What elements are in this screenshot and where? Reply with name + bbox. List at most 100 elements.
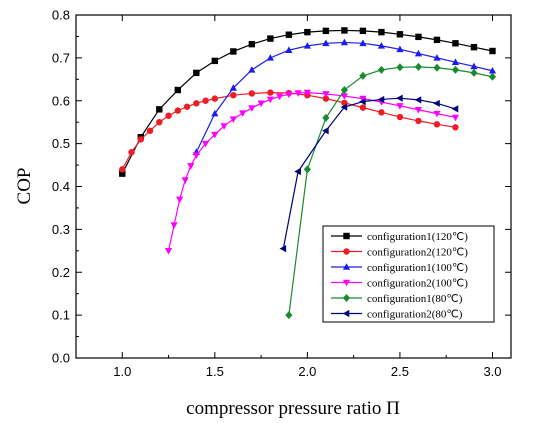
legend-marker (342, 263, 351, 270)
data-point (452, 40, 459, 47)
data-point (377, 65, 386, 74)
x-tick-label: 1.5 (206, 364, 224, 379)
data-point (137, 136, 144, 143)
data-point (248, 105, 256, 112)
data-point (192, 152, 200, 160)
data-point (414, 62, 423, 71)
data-point (279, 245, 287, 253)
legend-label: configuration1(80℃) (367, 293, 463, 305)
legend-items: configuration1(120℃) configuration2(120℃)… (331, 231, 468, 321)
legend-label: configuration2(120℃) (367, 247, 468, 259)
data-point (230, 48, 237, 55)
data-point (266, 54, 274, 61)
data-point (415, 33, 422, 41)
data-point (322, 39, 330, 47)
data-point (170, 222, 178, 229)
data-point (433, 99, 440, 107)
data-point (119, 166, 126, 173)
data-point (303, 165, 311, 174)
data-point (285, 31, 293, 38)
data-point (248, 90, 256, 97)
legend: configuration1(120℃) configuration2(120℃)… (322, 225, 495, 323)
data-point (470, 68, 478, 77)
data-point (451, 58, 460, 65)
data-point (322, 127, 329, 135)
series-2 (119, 89, 459, 173)
y-tick-label: 0.2 (52, 265, 70, 280)
legend-marker (342, 294, 351, 302)
data-point (359, 27, 367, 35)
legend-entry: configuration1(80℃) (331, 293, 463, 305)
axis-ticks: 1.0 1.5 2.0 2.5 3.0 0.0 0.1 0.2 0.3 0.4 0.5 0.6 0.7 0… (52, 8, 511, 379)
data-point (396, 45, 404, 53)
data-point (220, 123, 228, 130)
data-point (164, 248, 173, 255)
data-point (128, 149, 135, 156)
y-tick-label: 0.7 (52, 50, 70, 65)
data-point (433, 121, 441, 128)
legend-entry: configuration2(100℃) (331, 278, 468, 290)
data-point (377, 42, 386, 49)
y-tick-label: 0.8 (52, 8, 70, 23)
legend-marker (342, 309, 350, 318)
data-point (304, 28, 311, 36)
data-point (202, 97, 209, 104)
series-layer (119, 27, 497, 320)
data-point (201, 140, 210, 148)
data-point (156, 106, 163, 113)
data-point (294, 90, 302, 97)
data-point (359, 95, 367, 103)
y-tick-label: 0.6 (52, 93, 70, 108)
series-5 (285, 62, 497, 320)
data-point (359, 71, 367, 80)
data-point (414, 49, 423, 57)
data-point (211, 57, 219, 65)
data-point (285, 311, 293, 320)
x-axis-title: compressor pressure ratio Π (186, 398, 400, 419)
y-tick-label: 0.4 (52, 179, 70, 194)
data-point (451, 114, 460, 122)
data-point (470, 62, 478, 70)
data-point (229, 116, 237, 123)
data-point (248, 40, 256, 48)
data-point (414, 106, 423, 114)
legend-entry: configuration1(100℃) (331, 262, 468, 274)
data-point (174, 107, 182, 114)
data-point (340, 93, 349, 100)
series-4 (164, 89, 460, 255)
data-point (211, 95, 219, 102)
y-tick-label: 0.0 (52, 351, 70, 366)
legend-box (322, 225, 495, 323)
data-point (415, 117, 422, 125)
legend-entry: configuration2(120℃) (331, 247, 468, 259)
data-point (257, 100, 265, 108)
data-point (396, 103, 404, 110)
legend-marker (342, 279, 351, 287)
series-line (121, 92, 456, 170)
data-point (377, 95, 385, 104)
data-point (322, 91, 330, 98)
data-point (340, 103, 348, 111)
x-tick-label: 1.0 (113, 364, 131, 379)
legend-label: configuration1(100℃) (367, 262, 468, 274)
data-point (230, 91, 237, 99)
data-point (341, 27, 348, 34)
data-point (359, 39, 367, 47)
data-point (193, 69, 200, 77)
data-point (451, 65, 460, 74)
data-point (303, 42, 311, 49)
data-point (193, 100, 200, 107)
data-point (489, 47, 496, 55)
data-point (378, 28, 385, 36)
legend-label: configuration2(80℃) (367, 309, 463, 321)
data-point (229, 84, 237, 91)
data-point (303, 89, 311, 97)
data-point (181, 177, 189, 184)
y-tick-label: 0.3 (52, 222, 70, 237)
x-tick-label: 2.0 (298, 364, 316, 379)
data-point (156, 118, 163, 126)
data-point (433, 36, 441, 44)
data-point (119, 170, 126, 177)
legend-marker (343, 248, 350, 255)
